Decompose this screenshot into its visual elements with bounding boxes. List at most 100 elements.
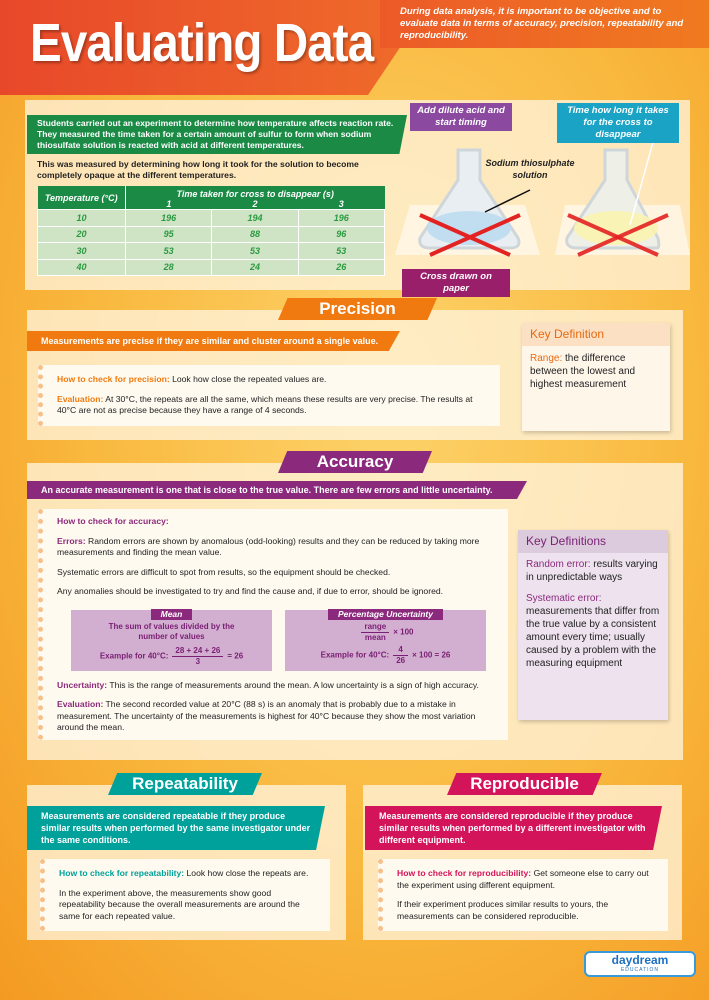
repeatability-box: How to check for repeatability: Look how… <box>40 859 330 931</box>
key-text: measurements that differ from the true v… <box>526 606 660 669</box>
systematic-text: Systematic errors are difficult to spot … <box>57 566 391 577</box>
key-term: Systematic error: <box>526 593 602 604</box>
experiment-column: Students carried out an experiment to de… <box>27 115 407 276</box>
repeatability-definition: Measurements are considered repeatable i… <box>27 806 325 850</box>
check-label: How to check for precision: <box>57 374 170 384</box>
table-row: 20 95 88 96 <box>37 225 386 243</box>
eval-label: Evaluation: <box>57 699 104 709</box>
cell: 30 <box>37 242 126 260</box>
cell: 53 <box>211 242 299 260</box>
accuracy-title: Accuracy <box>278 451 432 473</box>
col-repeat: 1 <box>125 199 212 210</box>
check-label: How to check for reproducibility: <box>397 868 532 878</box>
mean-numerator: 28 + 24 + 26 <box>172 646 224 657</box>
mean-result: = 26 <box>227 651 244 661</box>
mean-box: Mean The sum of values divided by the nu… <box>71 608 272 671</box>
eval-text: At 30°C, the repeats are all the same, w… <box>57 393 473 416</box>
header-banner-right <box>380 0 709 48</box>
pct-denominator: mean <box>364 632 386 642</box>
mean-example: Example for 40°C: <box>99 651 169 661</box>
table-row: 40 28 24 26 <box>37 258 386 276</box>
cell: 26 <box>297 258 386 276</box>
mean-denominator: 3 <box>195 656 201 666</box>
cell: 40 <box>37 258 126 276</box>
key-definitions-note: Key Definitions Random error: results va… <box>518 530 668 720</box>
cell: 28 <box>124 258 213 276</box>
cell: 53 <box>297 242 386 260</box>
col-time: Time taken for cross to disappear (s) <box>125 186 385 199</box>
label-cross: Cross drawn on paper <box>402 269 510 297</box>
check-label: How to check for repeatability: <box>59 868 185 878</box>
precision-box: How to check for precision: Look how clo… <box>38 365 500 426</box>
cell: 20 <box>37 225 126 243</box>
cell: 194 <box>211 209 299 227</box>
uncertainty-label: Uncertainty: <box>57 679 108 690</box>
table-row: 30 53 53 53 <box>37 242 386 260</box>
precision-title: Precision <box>278 298 437 320</box>
cell: 10 <box>37 209 126 227</box>
repeatability-title: Repeatability <box>108 773 262 795</box>
reproducible-text: If their experiment produces similar res… <box>397 899 609 921</box>
precision-column: Measurements are precise if they are sim… <box>27 331 500 426</box>
logo-name: daydream <box>611 953 669 967</box>
arrow-icon <box>484 189 531 213</box>
errors-label: Errors: <box>57 535 86 546</box>
check-text: Look how close the repeats are. <box>184 868 309 878</box>
pct-title: Percentage Uncertainty <box>328 608 443 620</box>
mean-text: The sum of values divided by the number … <box>108 621 235 641</box>
reproducible-definition: Measurements are considered reproducible… <box>365 806 662 850</box>
label-add-acid: Add dilute acid and start timing <box>410 103 512 131</box>
flask-illustration <box>395 134 690 257</box>
daydream-logo: daydream EDUCATION <box>584 951 696 977</box>
experiment-method: This was measured by determining how lon… <box>37 159 359 180</box>
cell: 196 <box>124 209 213 227</box>
results-table: Temperature (°C) Time taken for cross to … <box>37 186 386 276</box>
repeatability-text: In the experiment above, the measurement… <box>59 887 300 921</box>
anomalies-text: Any anomalies should be investigated to … <box>57 586 444 596</box>
pct-result: × 100 = 26 <box>412 650 451 660</box>
cell: 53 <box>124 242 213 260</box>
cross-icon <box>419 213 511 257</box>
repeatability-column: Measurements are considered repeatable i… <box>27 806 330 931</box>
formula-row: Mean The sum of values divided by the nu… <box>71 608 494 671</box>
pct-numerator: range <box>361 622 390 633</box>
cell: 196 <box>297 209 386 227</box>
precision-definition: Measurements are precise if they are sim… <box>27 331 400 351</box>
col-repeat: 3 <box>298 199 385 210</box>
label-time: Time how long it takes for the cross to … <box>557 103 679 143</box>
key-definition-note: Key Definition Range: the difference bet… <box>522 323 670 431</box>
errors-text: Random errors are shown by anomalous (od… <box>57 535 480 558</box>
cell: 88 <box>211 225 299 243</box>
check-text: Look how close the repeated values are. <box>169 374 327 384</box>
cell: 24 <box>211 258 299 276</box>
eval-text: The second recorded value at 20°C (88 s)… <box>57 699 476 732</box>
reproducible-title: Reproducible <box>447 773 602 795</box>
accuracy-box: How to check for accuracy: Errors: Rando… <box>38 509 508 740</box>
cell: 95 <box>124 225 213 243</box>
pct-times: × 100 <box>393 627 414 637</box>
pct-ex-numerator: 4 <box>393 645 409 656</box>
col-repeat: 2 <box>211 199 299 210</box>
key-title: Key Definition <box>522 323 670 346</box>
pct-example: Example for 40°C: <box>320 650 390 660</box>
reproducible-column: Measurements are considered reproducible… <box>365 806 668 931</box>
key-text: the difference between the lowest and hi… <box>530 353 636 390</box>
reproducible-box: How to check for reproducibility: Get so… <box>378 859 668 931</box>
uncertainty-text: This is the range of measurements around… <box>107 679 479 690</box>
key-text: results varying in unpredictable ways <box>526 559 658 583</box>
key-term: Random error: <box>526 559 591 570</box>
accuracy-column: An accurate measurement is one that is c… <box>27 481 527 740</box>
logo-sub: EDUCATION <box>620 967 660 973</box>
col-temperature: Temperature (°C) <box>37 186 126 210</box>
header-banner <box>0 0 400 95</box>
eval-label: Evaluation: <box>57 393 104 404</box>
experiment-intro: Students carried out an experiment to de… <box>27 115 407 154</box>
label-solution: Sodium thiosulphate solution <box>485 158 575 180</box>
key-title: Key Definitions <box>518 530 668 553</box>
key-term: Range: <box>530 353 563 364</box>
percentage-uncertainty-box: Percentage Uncertainty range mean × 100 Ex… <box>285 608 486 671</box>
pct-ex-denominator: 26 <box>396 655 406 665</box>
check-text: Get someone else to carry out the experi… <box>397 868 649 890</box>
table-row: 10 196 194 196 <box>37 209 386 227</box>
cell: 96 <box>297 225 386 243</box>
